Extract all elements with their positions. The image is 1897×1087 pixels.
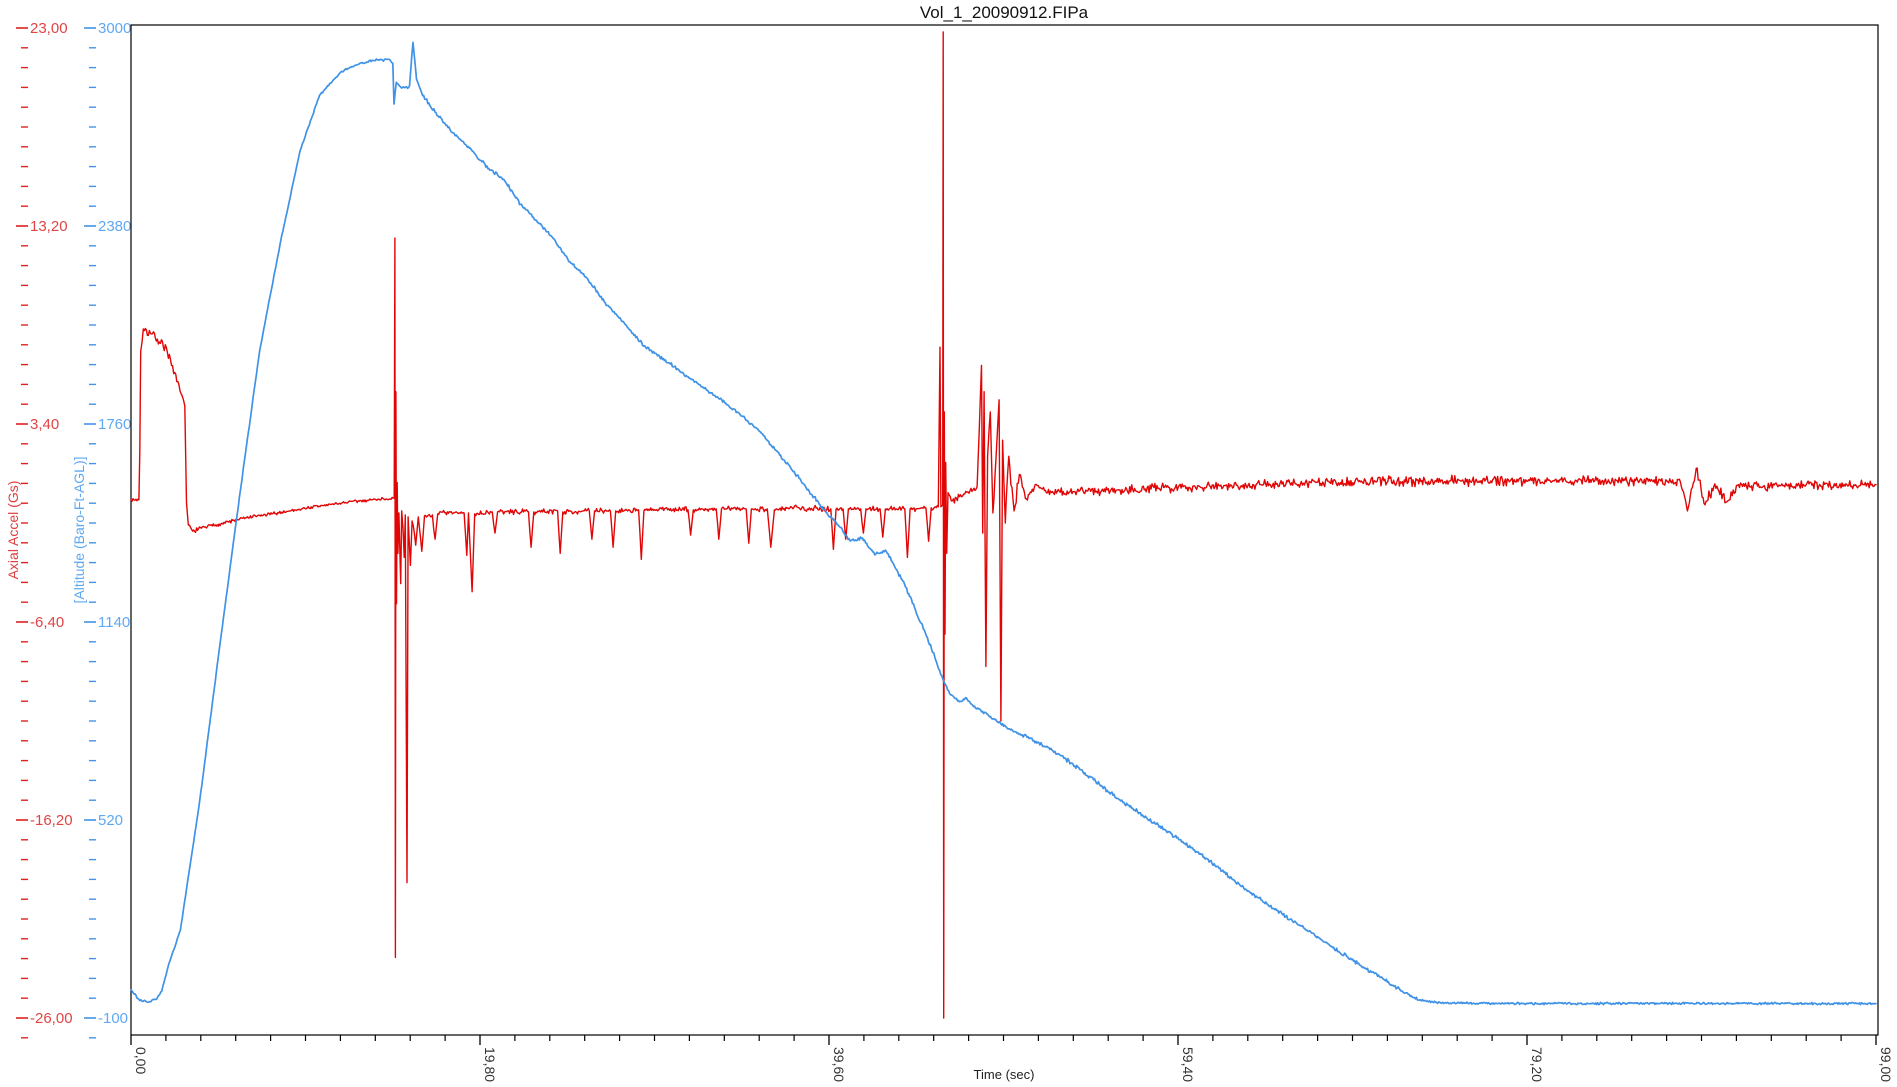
series-axial-accel — [130, 31, 1877, 1019]
svg-text:1140: 1140 — [98, 614, 130, 631]
svg-text:79,20: 79,20 — [1529, 1047, 1545, 1082]
series-altitude — [130, 41, 1877, 1006]
svg-text:0,00: 0,00 — [133, 1047, 149, 1074]
time-axis-title: Time (sec) — [973, 1067, 1035, 1082]
svg-text:23,00: 23,00 — [30, 20, 68, 37]
svg-text:3,40: 3,40 — [30, 416, 59, 433]
svg-text:-16,20: -16,20 — [30, 812, 73, 829]
svg-text:-100: -100 — [98, 1010, 128, 1027]
svg-text:-26,00: -26,00 — [30, 1010, 73, 1027]
svg-text:39,60: 39,60 — [831, 1047, 847, 1082]
svg-text:3000: 3000 — [98, 20, 131, 37]
svg-text:2380: 2380 — [98, 218, 131, 235]
chart-title: Vol_1_20090912.FIPa — [919, 3, 1089, 22]
svg-text:13,20: 13,20 — [30, 218, 68, 235]
svg-text:59,40: 59,40 — [1180, 1047, 1196, 1082]
svg-text:99,00: 99,00 — [1878, 1047, 1894, 1082]
svg-text:19,80: 19,80 — [482, 1047, 498, 1082]
svg-text:1760: 1760 — [98, 416, 131, 433]
svg-text:520: 520 — [98, 812, 123, 829]
svg-text:-6,40: -6,40 — [30, 614, 64, 631]
